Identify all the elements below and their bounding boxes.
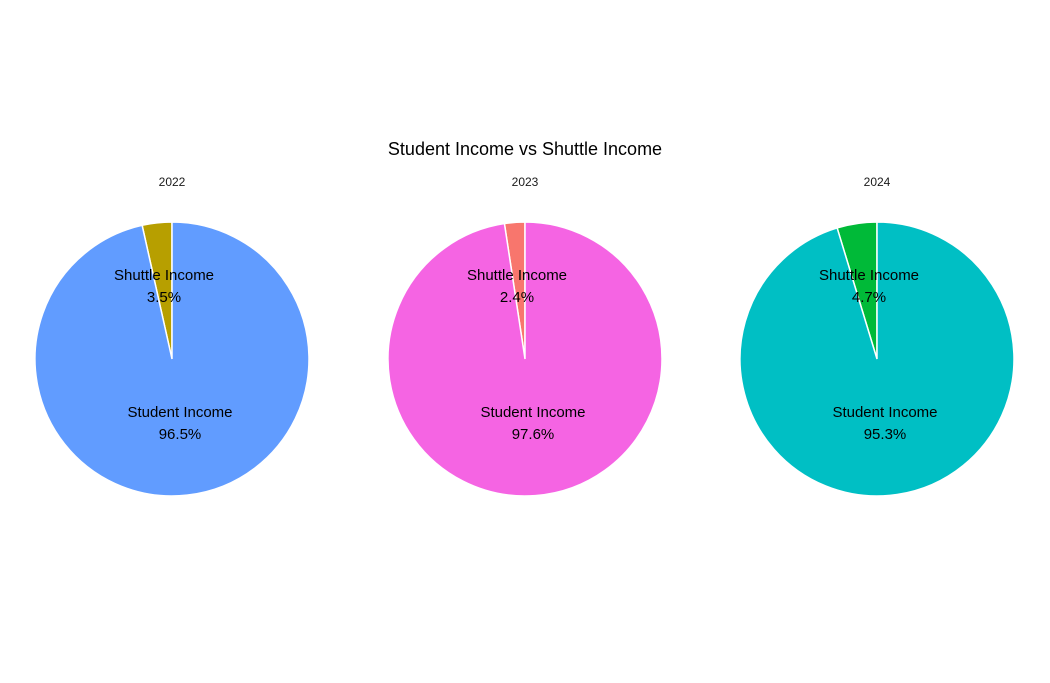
pie-panel-2022: 2022 Shuttle Income 3.5% Student Income 96.5…	[34, 175, 310, 497]
facet-title: 2022	[159, 175, 186, 189]
slice-label: Student Income	[832, 404, 937, 421]
slice-percent-label: 2.4%	[500, 289, 534, 306]
slice-percent-label: 95.3%	[864, 426, 907, 443]
pie-panels: 2022 Shuttle Income 3.5% Student Income 96.5…	[34, 175, 1015, 497]
pie-slice-student-income	[387, 221, 663, 497]
facet-title: 2023	[512, 175, 539, 189]
slice-label: Student Income	[127, 404, 232, 421]
slice-label: Student Income	[480, 404, 585, 421]
slice-label: Shuttle Income	[819, 267, 919, 284]
slice-percent-label: 97.6%	[512, 426, 555, 443]
slice-label: Shuttle Income	[114, 267, 214, 284]
facet-title: 2024	[864, 175, 891, 189]
slice-percent-label: 96.5%	[159, 426, 202, 443]
chart-title: Student Income vs Shuttle Income	[388, 139, 662, 159]
slice-label: Shuttle Income	[467, 267, 567, 284]
slice-percent-label: 4.7%	[852, 289, 886, 306]
pie-slice-student-income	[739, 221, 1015, 497]
pie-panel-2024: 2024 Shuttle Income 4.7% Student Income 95.3…	[739, 175, 1015, 497]
pie-slice-student-income	[34, 221, 310, 497]
slice-percent-label: 3.5%	[147, 289, 181, 306]
pie-panel-2023: 2023 Shuttle Income 2.4% Student Income 97.6…	[387, 175, 663, 497]
